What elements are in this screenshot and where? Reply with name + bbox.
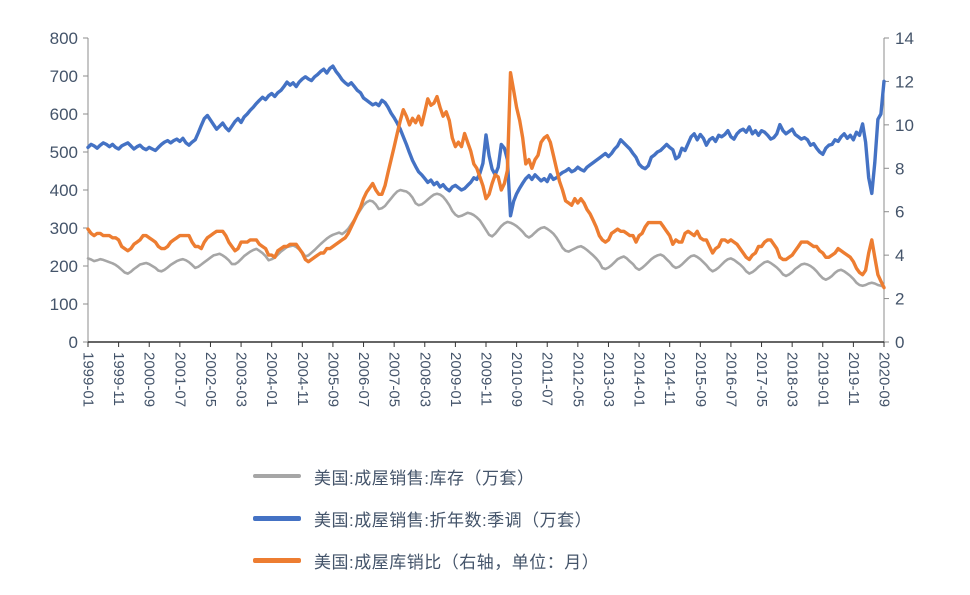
- x-tick-label: 2009-11: [478, 352, 495, 406]
- series-line-1: [86, 64, 886, 218]
- x-tick-label: 2015-09: [692, 352, 709, 407]
- x-tick-label: 2001-07: [171, 352, 188, 407]
- series-lines: [86, 64, 886, 290]
- y-left-tick-label: 700: [50, 67, 78, 86]
- y-right-tick-label: 10: [895, 116, 914, 135]
- y-left-tick-label: 500: [50, 143, 78, 162]
- x-tick-label: 2013-03: [600, 352, 617, 407]
- y-left-tick-label: 600: [50, 105, 78, 124]
- legend-item-sales: 美国:成屋销售:折年数:季调（万套）: [253, 502, 599, 534]
- x-tick-label: 2004-11: [294, 352, 311, 406]
- y-right-tick-label: 4: [895, 246, 904, 265]
- legend-line-swatch-gray: [253, 474, 301, 478]
- x-tick-label: 2008-03: [416, 352, 433, 407]
- y-right-tick-label: 8: [895, 159, 904, 178]
- x-tick-label: 2019-11: [845, 352, 862, 406]
- x-tick-label: 2020-09: [876, 352, 893, 407]
- x-tick-label: 2019-01: [814, 352, 831, 407]
- x-tick-label: 2011-07: [539, 352, 556, 406]
- y-left-tick-label: 100: [50, 295, 78, 314]
- chart-canvas: 0 100 200 300 400 500 600 700 800 0 2 4 6 8 10 12 14 1999…: [50, 29, 914, 407]
- legend-label-inventory: 美国:成屋销售:库存（万套）: [314, 468, 535, 488]
- series-line-2: [86, 71, 886, 290]
- x-tick-label: 2017-05: [753, 352, 770, 407]
- legend-label-sales: 美国:成屋销售:折年数:季调（万套）: [314, 510, 593, 530]
- x-tick-label: 2010-09: [508, 352, 525, 407]
- legend-item-inventory: 美国:成屋销售:库存（万套）: [253, 460, 599, 492]
- x-tick-label: 2014-01: [631, 352, 648, 407]
- y-right-tick-label: 6: [895, 203, 904, 222]
- legend-item-months-supply: 美国:成屋库销比（右轴，单位：月）: [253, 544, 599, 576]
- x-tick-label: 2004-01: [263, 352, 280, 407]
- x-tick-label: 2005-09: [324, 352, 341, 407]
- chart-legend: 美国:成屋销售:库存（万套） 美国:成屋销售:折年数:季调（万套） 美国:成屋库…: [253, 460, 599, 576]
- x-tick-label: 2012-05: [569, 352, 586, 407]
- x-tick-label: 2000-09: [141, 352, 158, 407]
- axis-labels: 0 100 200 300 400 500 600 700 800 0 2 4 6 8 10 12 14 1999…: [50, 29, 914, 407]
- x-tick-label: 2006-07: [355, 352, 372, 407]
- x-tick-label: 2016-07: [722, 352, 739, 407]
- y-left-tick-label: 800: [50, 29, 78, 48]
- y-right-tick-label: 14: [895, 29, 914, 48]
- legend-line-swatch-blue: [253, 515, 301, 521]
- x-tick-label: 1999-11: [110, 352, 127, 406]
- y-left-tick-label: 0: [69, 333, 78, 352]
- y-left-tick-label: 200: [50, 257, 78, 276]
- series-line-0: [86, 188, 886, 288]
- y-right-tick-label: 12: [895, 72, 914, 91]
- x-tick-label: 2007-05: [386, 352, 403, 407]
- x-tick-label: 1999-01: [80, 352, 97, 407]
- x-tick-label: 2014-11: [661, 352, 678, 406]
- legend-line-swatch-orange: [253, 557, 301, 563]
- x-tick-label: 2018-03: [784, 352, 801, 407]
- x-tick-label: 2002-05: [202, 352, 219, 407]
- y-left-tick-label: 400: [50, 181, 78, 200]
- y-left-tick-label: 300: [50, 219, 78, 238]
- x-tick-label: 2003-03: [233, 352, 250, 407]
- y-right-tick-label: 0: [895, 333, 904, 352]
- x-tick-label: 2009-01: [447, 352, 464, 407]
- legend-label-months-supply: 美国:成屋库销比（右轴，单位：月）: [314, 552, 600, 572]
- y-right-tick-label: 2: [895, 290, 904, 309]
